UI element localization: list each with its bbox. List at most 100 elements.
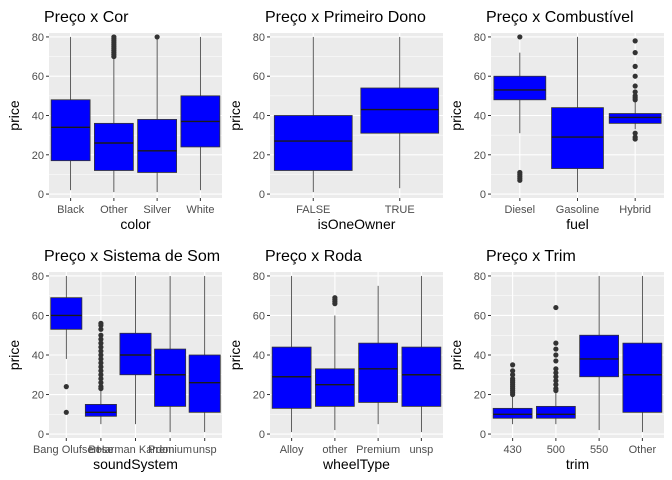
- outlier-point: [632, 63, 638, 69]
- chart-panel: 0 20 40 60 80 Black Other Silver White color price…: [6, 9, 222, 232]
- outlier-point: [98, 376, 104, 382]
- outlier-point: [98, 360, 104, 366]
- outlier-point: [98, 336, 104, 342]
- x-tick-label: 430: [503, 444, 521, 456]
- y-tick-label: 0: [38, 189, 44, 201]
- outlier-point: [632, 50, 638, 56]
- x-tick-label: FALSE: [296, 204, 330, 216]
- outlier-point: [553, 304, 559, 311]
- outlier-point: [510, 368, 516, 374]
- x-axis-label: fuel: [566, 216, 589, 232]
- y-tick-label: 60: [474, 71, 486, 83]
- x-axis-label: trim: [566, 456, 589, 472]
- x-axis-label: color: [120, 216, 151, 232]
- x-tick-label: Silver: [143, 204, 171, 216]
- x-tick-label: Premium: [356, 444, 400, 456]
- x-tick-label: Hybrid: [619, 204, 651, 216]
- y-tick-label: 0: [259, 429, 265, 441]
- outlier-point: [510, 391, 516, 398]
- y-axis-label: price: [227, 100, 243, 131]
- box-550: [579, 334, 619, 378]
- y-tick-label: 40: [474, 111, 486, 123]
- outlier-point: [98, 364, 104, 370]
- outlier-point: [98, 326, 104, 332]
- x-tick-label: Other: [629, 444, 657, 456]
- y-tick-label: 80: [474, 32, 486, 44]
- y-axis-label: price: [6, 340, 22, 371]
- boxes-layer: [273, 36, 440, 193]
- box-hybrid: [608, 113, 662, 124]
- box-500: [536, 405, 576, 419]
- outlier-point: [553, 378, 559, 384]
- outlier-point: [553, 366, 559, 372]
- y-tick-label: 0: [38, 429, 44, 441]
- outlier-point: [553, 387, 559, 394]
- outlier-point: [98, 344, 104, 350]
- x-tick-label: 500: [547, 444, 565, 456]
- outlier-point: [98, 340, 104, 346]
- outlier-point: [98, 368, 104, 374]
- y-tick-label: 60: [32, 71, 44, 83]
- x-tick-label: unsp: [409, 444, 433, 456]
- y-tick-label: 40: [253, 111, 265, 123]
- box-gasoline: [551, 107, 604, 169]
- box-silver: [137, 119, 177, 173]
- y-axis-label: price: [6, 100, 22, 131]
- box-other: [94, 122, 134, 171]
- x-tick-label: 550: [590, 444, 608, 456]
- x-tick-label: Alloy: [280, 444, 304, 456]
- outlier-point: [510, 362, 516, 368]
- y-tick-label: 80: [253, 271, 265, 283]
- y-tick-label: 40: [32, 111, 44, 123]
- outlier-point: [553, 340, 559, 346]
- outlier-point: [632, 89, 638, 95]
- boxes-layer: [271, 275, 442, 433]
- box-unsp: [401, 346, 442, 407]
- box-unsp: [188, 354, 221, 413]
- outlier-point: [98, 348, 104, 354]
- chart-title: Preço x Primeiro Dono: [265, 9, 426, 26]
- box-bang-olufsen: [50, 297, 83, 330]
- y-tick-label: 60: [32, 310, 44, 322]
- box-true: [360, 87, 440, 134]
- outlier-point: [98, 380, 104, 386]
- box-bose: [84, 404, 117, 417]
- outlier-point: [632, 97, 638, 103]
- x-tick-label: Bose: [88, 444, 113, 456]
- outlier-point: [632, 38, 638, 44]
- box-harman-kardon: [119, 332, 152, 376]
- chart-panel: 0 20 40 60 80 Diesel Gasoline Hybrid fuel price Pr…: [448, 9, 664, 232]
- y-tick-label: 20: [32, 150, 44, 162]
- outlier-point: [154, 34, 160, 40]
- x-axis-label: wheelType: [322, 456, 390, 472]
- outlier-point: [632, 130, 638, 136]
- boxes-layer: [50, 275, 221, 433]
- chart-panel: 0 20 40 60 80 430 500 550 Other trim price Preço x …: [448, 248, 664, 472]
- outlier-point: [98, 372, 104, 378]
- boxes-layer: [493, 34, 662, 193]
- x-tick-label: Harman Kardon: [97, 444, 175, 456]
- box-premium: [154, 348, 187, 407]
- y-tick-label: 60: [253, 71, 265, 83]
- y-tick-label: 80: [253, 32, 265, 44]
- outlier-point: [98, 356, 104, 362]
- y-tick-label: 20: [253, 150, 265, 162]
- box-other: [315, 368, 355, 407]
- outlier-point: [98, 352, 104, 358]
- outlier-point: [553, 370, 559, 376]
- box-diesel: [493, 75, 547, 101]
- outlier-point: [517, 34, 523, 40]
- outlier-point: [98, 332, 104, 338]
- outlier-point: [111, 34, 117, 40]
- boxes-layer: [492, 275, 663, 433]
- y-axis-label: price: [448, 100, 464, 131]
- outlier-point: [63, 409, 69, 415]
- outlier-point: [332, 301, 338, 307]
- outlier-point: [553, 358, 559, 364]
- box-black: [50, 99, 91, 162]
- box-false: [273, 115, 353, 171]
- x-axis-label: soundSystem: [93, 456, 178, 472]
- outlier-point: [63, 384, 69, 390]
